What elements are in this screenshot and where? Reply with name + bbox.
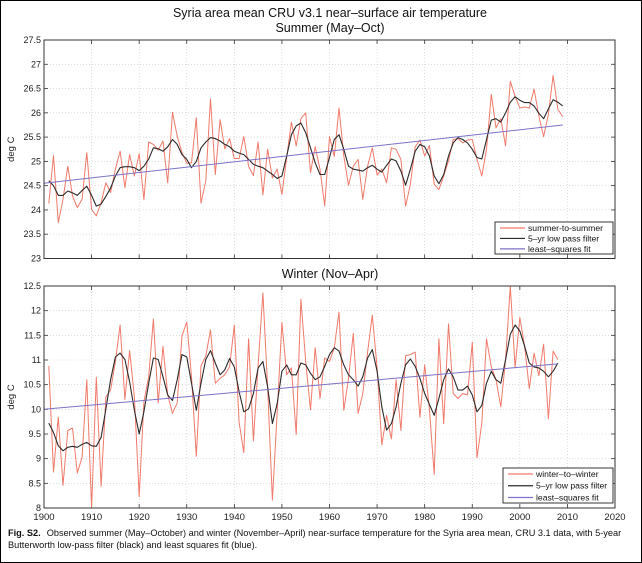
summer-ytick-label: 23.5 (23, 229, 41, 239)
summer-ytick-label: 23 (31, 254, 41, 264)
summer-ytick-label: 27.5 (23, 35, 41, 45)
winter-xtick-label: 2000 (509, 512, 530, 523)
winter-series-fit (43, 363, 558, 410)
summer-panel: 23 23.5 24 24.5 25 25.5 26 26.5 27 27.5 deg C summe… (6, 35, 616, 264)
winter-ylabel: deg C (6, 384, 17, 409)
caption-text: Observed summer (May–October) and winter… (8, 528, 622, 550)
winter-ytick-label: 11 (32, 355, 41, 365)
summer-ytick-label: 24 (31, 205, 41, 215)
winter-legend-label-filter: 5–yr low pass filter (536, 481, 607, 491)
winter-ytick-label: 11.5 (24, 330, 41, 340)
winter-xtick-label: 1980 (414, 512, 435, 523)
figure-caption: Fig. S2. Observed summer (May–October) an… (8, 527, 634, 551)
winter-xtick-label: 1920 (129, 512, 150, 523)
summer-ytick-label: 25.5 (23, 132, 41, 142)
summer-axes-box (43, 39, 616, 259)
winter-xtick-label: 1960 (319, 512, 340, 523)
summer-ytick-label: 27 (31, 59, 41, 69)
winter-xtick-label: 2010 (557, 512, 578, 523)
summer-ytick-label: 24.5 (23, 181, 41, 191)
summer-ytick-label: 26 (31, 108, 41, 118)
winter-ytick-label: 8.5 (28, 478, 41, 488)
winter-xtick-label: 1970 (367, 512, 388, 523)
caption-label: Fig. S2. (8, 528, 41, 538)
winter-xtick-label: 1990 (462, 512, 483, 523)
winter-ytick-label: 8 (36, 503, 41, 513)
winter-xtick-label: 2020 (604, 512, 625, 523)
summer-ytick-label: 25 (31, 156, 41, 166)
winter-xtick-label: 1930 (176, 512, 197, 523)
summer-ytick-label: 26.5 (23, 84, 41, 94)
winter-axes-box (43, 285, 616, 509)
winter-series-raw (48, 285, 559, 509)
winter-xtick-label: 1900 (33, 512, 54, 523)
chart-title: Syria area mean CRU v3.1 near–surface ai… (173, 6, 487, 20)
winter-legend: winter–to–winter 5–yr low pass filterleas… (502, 467, 614, 504)
winter-title: Winter (Nov–Apr) (282, 267, 379, 281)
summer-legend-label-raw: summer-to-summer (528, 223, 603, 233)
winter-xtick-label: 1950 (271, 512, 292, 523)
winter-xtick-label: 1910 (81, 512, 102, 523)
winter-legend-label-raw: winter–to–winter (535, 469, 599, 479)
winter-ytick-label: 12 (31, 306, 41, 316)
winter-series-filter (48, 324, 559, 452)
winter-panel: 1900 1910 1920 1930 1940 1950 1960 1970 1980 1990… (6, 281, 626, 523)
winter-xtick-label: 1940 (224, 512, 245, 523)
winter-legend-label-fit: least–squares fit (536, 492, 599, 502)
winter-ytick-label: 9 (36, 454, 41, 464)
summer-series-fit (43, 124, 563, 184)
winter-ytick-label: 10 (31, 404, 41, 414)
summer-legend-label-filter: 5–yr low pass filter (528, 233, 599, 243)
summer-legend-label-fit: least–squares fit (528, 244, 591, 254)
summer-ylabel: deg C (6, 136, 17, 161)
summer-series-raw (48, 74, 564, 224)
winter-ytick-label: 10.5 (23, 380, 41, 390)
winter-ytick-label: 12.5 (23, 281, 41, 291)
summer-subtitle: Summer (May–Oct) (275, 21, 384, 35)
winter-ytick-label: 9.5 (28, 429, 41, 439)
summer-series-filter (48, 96, 564, 207)
